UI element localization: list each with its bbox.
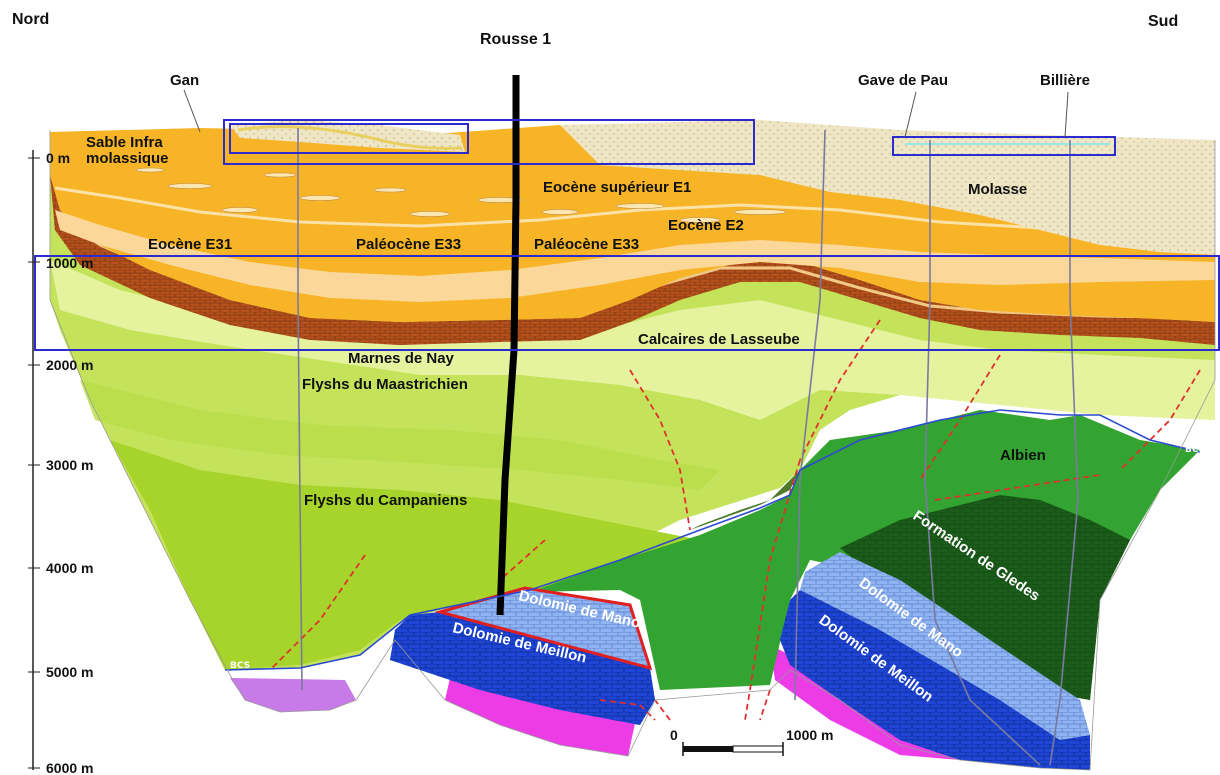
sable-infra-molassique — [50, 125, 600, 165]
dolomie-meillon-mid-hatch — [390, 612, 655, 725]
south-label: Sud — [1148, 13, 1178, 30]
molasse — [560, 120, 1215, 255]
faults — [269, 319, 1201, 721]
dolomie-mano-mid-hatch — [440, 588, 650, 668]
mano-outline — [434, 586, 653, 671]
label-albien: Albien — [1000, 447, 1046, 464]
label-molassique: molassique — [86, 150, 169, 167]
trias-left — [230, 678, 356, 712]
place-gave-de-pau: Gave de Pau — [858, 72, 948, 89]
label-lasseube: Calcaires de Lasseube — [638, 331, 800, 348]
flysch-band-1 — [80, 380, 720, 490]
flysch-upper-light — [50, 260, 1215, 420]
section-outline — [49, 130, 1216, 771]
scale-end: 1000 m — [786, 727, 833, 743]
gave-alluvium — [895, 140, 1115, 152]
label-paleocene-left: Paléocène E33 — [356, 236, 461, 253]
label-maastrichien: Flyshs du Maastrichien — [302, 376, 468, 393]
depth-label-0: 0 m — [46, 150, 70, 166]
label-bcs-left: BCS — [230, 661, 250, 671]
label-paleocene-right: Paléocène E33 — [534, 236, 639, 253]
bcs-line — [224, 409, 1201, 671]
place-connectors — [183, 89, 1069, 138]
dolomie-mano-right-hatch — [800, 552, 1090, 740]
label-eocene-e1: Eocène supérieur E1 — [543, 179, 691, 196]
dolomie-meillon-right-hatch — [780, 590, 1090, 770]
well-label: Rousse 1 — [480, 31, 551, 48]
depth-label-5000: 5000 m — [46, 664, 93, 680]
label-marnes-nay: Marnes de Nay — [348, 350, 455, 367]
blue-frames — [34, 119, 1220, 351]
sable-lens-curve — [237, 125, 463, 150]
depth-label-1000: 1000 m — [46, 255, 93, 271]
depth-axis — [28, 150, 40, 770]
label-molasse: Molasse — [968, 181, 1027, 198]
label-campaniens: Flyshs du Campaniens — [304, 492, 467, 509]
depth-label-6000: 6000 m — [46, 760, 93, 775]
place-gan: Gan — [170, 72, 199, 89]
depth-label-2000: 2000 m — [46, 357, 93, 373]
scale-start: 0 — [670, 727, 678, 743]
label-eocene-e31: Eocène E31 — [148, 236, 232, 253]
scale-bar — [682, 742, 784, 756]
north-label: Nord — [12, 11, 49, 28]
depth-label-4000: 4000 m — [46, 560, 93, 576]
place-billiere: Billière — [1040, 72, 1090, 89]
paleocene-hatch — [50, 175, 1215, 345]
label-bcs-right: BCS — [1185, 445, 1205, 455]
boreholes — [297, 128, 1079, 766]
flysch-lower-deep — [110, 440, 720, 670]
gledes-hatch — [840, 495, 1130, 700]
label-sable-infra: Sable Infra — [86, 134, 163, 151]
depth-label-3000: 3000 m — [46, 457, 93, 473]
label-eocene-e2: Eocène E2 — [668, 217, 744, 234]
eocene-lenses — [135, 167, 787, 223]
